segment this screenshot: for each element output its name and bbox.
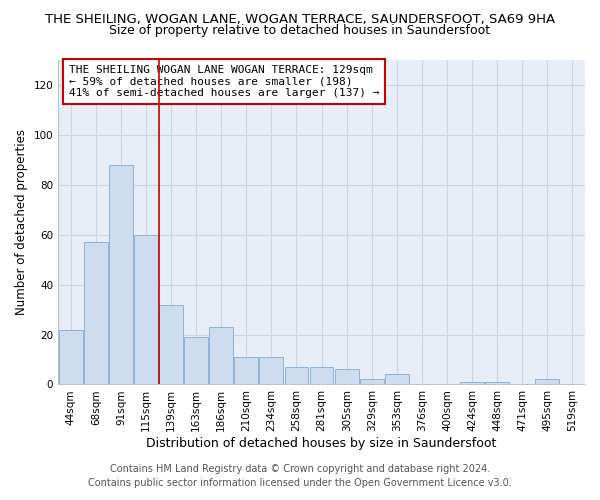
Bar <box>235 357 258 384</box>
Bar <box>84 242 108 384</box>
Bar <box>109 165 133 384</box>
Bar <box>335 370 359 384</box>
Bar <box>360 380 383 384</box>
Bar <box>134 234 158 384</box>
Text: Size of property relative to detached houses in Saundersfoot: Size of property relative to detached ho… <box>109 24 491 37</box>
Bar <box>284 367 308 384</box>
Bar <box>59 330 83 384</box>
Text: Contains HM Land Registry data © Crown copyright and database right 2024.
Contai: Contains HM Land Registry data © Crown c… <box>88 464 512 487</box>
Bar <box>159 304 183 384</box>
X-axis label: Distribution of detached houses by size in Saundersfoot: Distribution of detached houses by size … <box>146 437 497 450</box>
Text: THE SHEILING WOGAN LANE WOGAN TERRACE: 129sqm
← 59% of detached houses are small: THE SHEILING WOGAN LANE WOGAN TERRACE: 1… <box>69 65 379 98</box>
Bar <box>310 367 334 384</box>
Bar <box>184 337 208 384</box>
Bar <box>535 380 559 384</box>
Bar <box>385 374 409 384</box>
Text: THE SHEILING, WOGAN LANE, WOGAN TERRACE, SAUNDERSFOOT, SA69 9HA: THE SHEILING, WOGAN LANE, WOGAN TERRACE,… <box>45 12 555 26</box>
Bar <box>209 327 233 384</box>
Bar <box>259 357 283 384</box>
Bar <box>460 382 484 384</box>
Y-axis label: Number of detached properties: Number of detached properties <box>15 129 28 315</box>
Bar <box>485 382 509 384</box>
